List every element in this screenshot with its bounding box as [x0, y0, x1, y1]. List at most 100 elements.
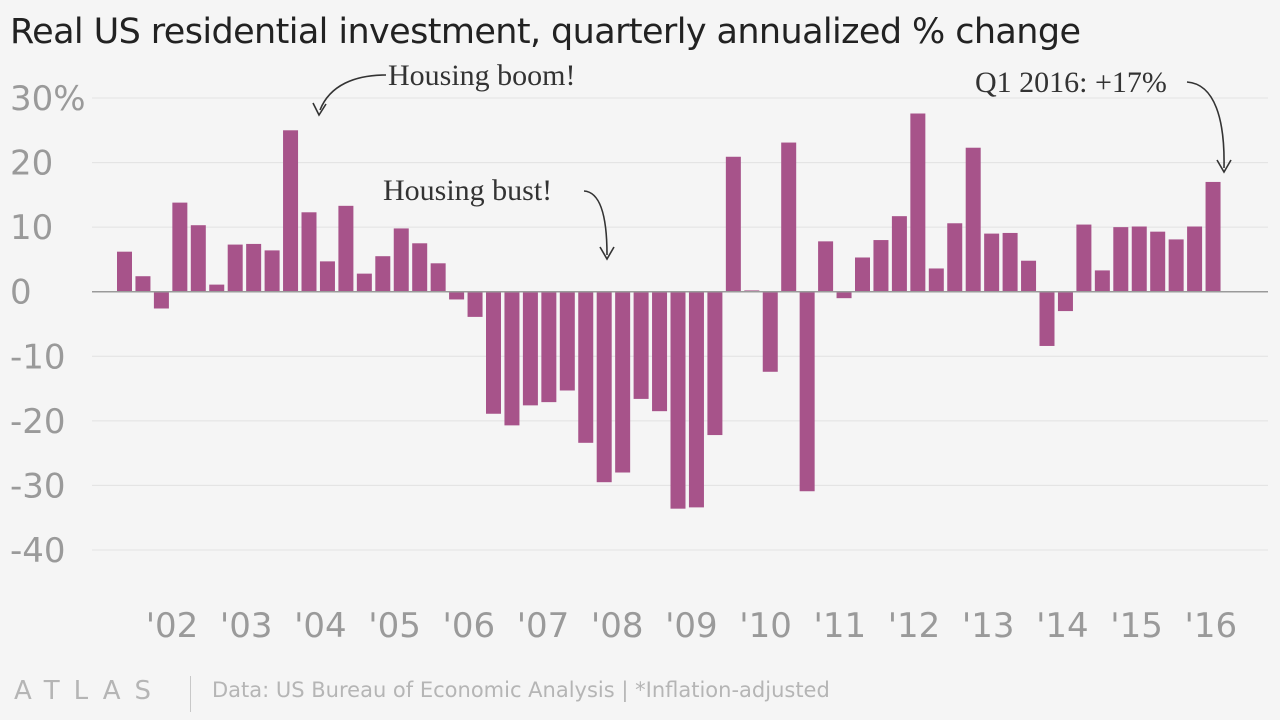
bar [522, 291, 538, 406]
bar [1094, 270, 1110, 292]
bar [486, 291, 501, 414]
x-tick-label: '13 [962, 606, 1015, 646]
y-tick-label: 30% [10, 79, 86, 119]
x-tick-label: '07 [517, 606, 570, 646]
chart-title: Real US residential investment, quarterl… [10, 12, 1081, 52]
bar [1113, 227, 1129, 292]
y-tick-label: 10 [10, 208, 53, 248]
x-axis-ticks: '02 '03 '04 '05 '06 '07 '08 '09 '10 '11 '12 '13 '14 '… [146, 606, 1237, 646]
source-note: Data: US Bureau of Economic Analysis | *… [212, 678, 830, 702]
bar [412, 243, 428, 292]
bar [1076, 224, 1092, 292]
y-tick-label: -10 [10, 337, 66, 377]
x-tick-label: '03 [220, 606, 273, 646]
x-tick-label: '02 [146, 606, 199, 646]
bar [633, 291, 649, 399]
annotation-q1-2016: Q1 2016: +17% [975, 66, 1167, 99]
bar [578, 291, 594, 443]
bar [264, 250, 280, 292]
x-tick-label: '15 [1110, 606, 1163, 646]
x-tick-label: '08 [591, 606, 644, 646]
bar [1021, 260, 1037, 292]
bar [1187, 226, 1203, 292]
bar [762, 291, 778, 372]
bar [153, 291, 169, 309]
bar [670, 291, 686, 509]
bar [688, 291, 704, 508]
bar [1205, 181, 1221, 292]
bar [135, 276, 151, 292]
y-tick-label: -20 [10, 402, 66, 442]
bar [1057, 291, 1073, 312]
bar [1039, 291, 1055, 346]
bar [707, 291, 723, 436]
bar [652, 291, 668, 412]
arrow-bust [583, 190, 608, 256]
bar [338, 205, 354, 292]
x-tick-label: '06 [442, 606, 495, 646]
bar [172, 202, 188, 292]
bar [928, 268, 944, 292]
bar [1150, 231, 1166, 292]
bar [356, 273, 372, 292]
bar [725, 156, 741, 292]
x-tick-label: '12 [888, 606, 941, 646]
annotations: Housing boom! Housing bust! Q1 2016: +17… [312, 59, 1232, 261]
arrow-boom [319, 74, 387, 111]
bar [559, 291, 575, 391]
bar [209, 284, 225, 292]
bar [965, 147, 981, 292]
bar [117, 251, 132, 292]
bar [596, 291, 612, 483]
bar [855, 257, 870, 292]
bar [375, 256, 391, 292]
y-tick-label: 20 [10, 144, 53, 184]
bar [541, 291, 557, 403]
footer-divider [190, 676, 191, 712]
bar [449, 291, 465, 300]
y-tick-label: -40 [10, 531, 66, 571]
bar [1131, 226, 1147, 292]
bar [246, 243, 262, 292]
arrowhead-latest [1216, 159, 1232, 174]
x-tick-label: '04 [294, 606, 347, 646]
bar [984, 233, 1000, 292]
annotation-housing-boom: Housing boom! [388, 59, 576, 92]
bar [836, 291, 852, 299]
bar [910, 113, 926, 292]
bar [799, 291, 815, 492]
x-tick-label: '05 [368, 606, 421, 646]
bar [818, 241, 834, 292]
arrow-latest [1186, 81, 1225, 169]
arrowhead-bust [599, 246, 615, 261]
bar [393, 228, 409, 292]
y-tick-label: -30 [10, 466, 66, 506]
bars [117, 113, 1221, 509]
bar [891, 216, 907, 292]
x-tick-label: '14 [1036, 606, 1089, 646]
arrowhead-boom [312, 102, 327, 117]
bar [947, 223, 963, 292]
x-tick-label: '10 [739, 606, 792, 646]
bar [504, 291, 520, 426]
y-tick-label: 0 [10, 273, 32, 313]
bar [283, 130, 299, 292]
x-tick-label: '16 [1184, 606, 1237, 646]
bar [301, 212, 317, 292]
y-axis-ticks: 30% 20 10 0 -10 -20 -30 -40 [10, 79, 86, 571]
annotation-housing-bust: Housing bust! [383, 174, 552, 207]
bar [319, 261, 335, 292]
atlas-logo: ATLAS [14, 676, 166, 706]
bar [227, 244, 243, 292]
bar [1002, 232, 1018, 292]
bar [430, 263, 446, 292]
bar [873, 240, 889, 292]
bar [781, 142, 797, 292]
x-tick-label: '09 [665, 606, 718, 646]
x-tick-label: '11 [813, 606, 866, 646]
bar [190, 225, 206, 292]
bar [1168, 239, 1184, 292]
bar [615, 291, 631, 473]
bar [467, 291, 483, 317]
